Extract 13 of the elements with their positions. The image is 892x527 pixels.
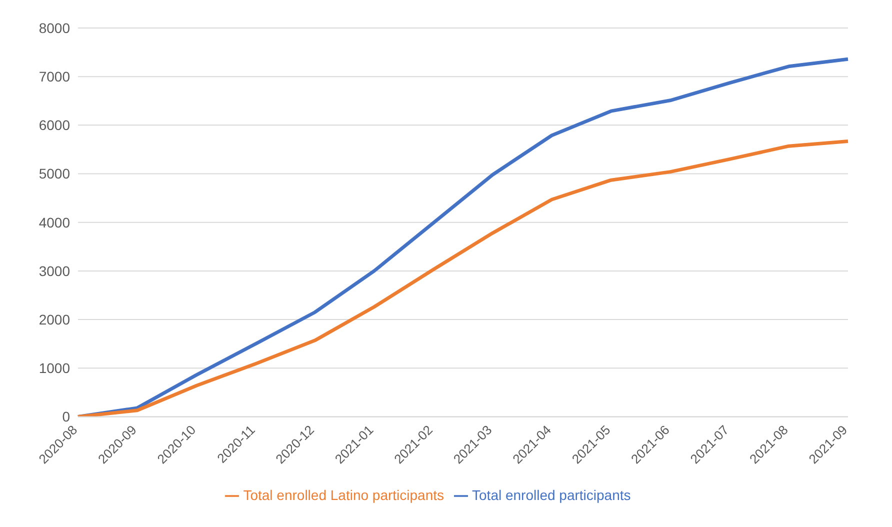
y-tick-label: 0 (62, 408, 70, 425)
y-tick-label: 2000 (38, 311, 70, 328)
line-series (76, 57, 850, 417)
line-series (76, 139, 850, 417)
y-tick-label: 4000 (38, 214, 70, 230)
y-tick-label: 7000 (38, 68, 70, 85)
y-tick-label: 8000 (38, 20, 70, 36)
y-tick-label: 5000 (38, 166, 70, 182)
legend-label: Total enrolled Latino participants (243, 486, 444, 503)
legend-label: Total enrolled participants (472, 486, 631, 503)
y-tick-label: 6000 (38, 117, 70, 134)
y-tick-label: 3000 (38, 262, 70, 279)
y-tick-label: 1000 (38, 360, 70, 376)
